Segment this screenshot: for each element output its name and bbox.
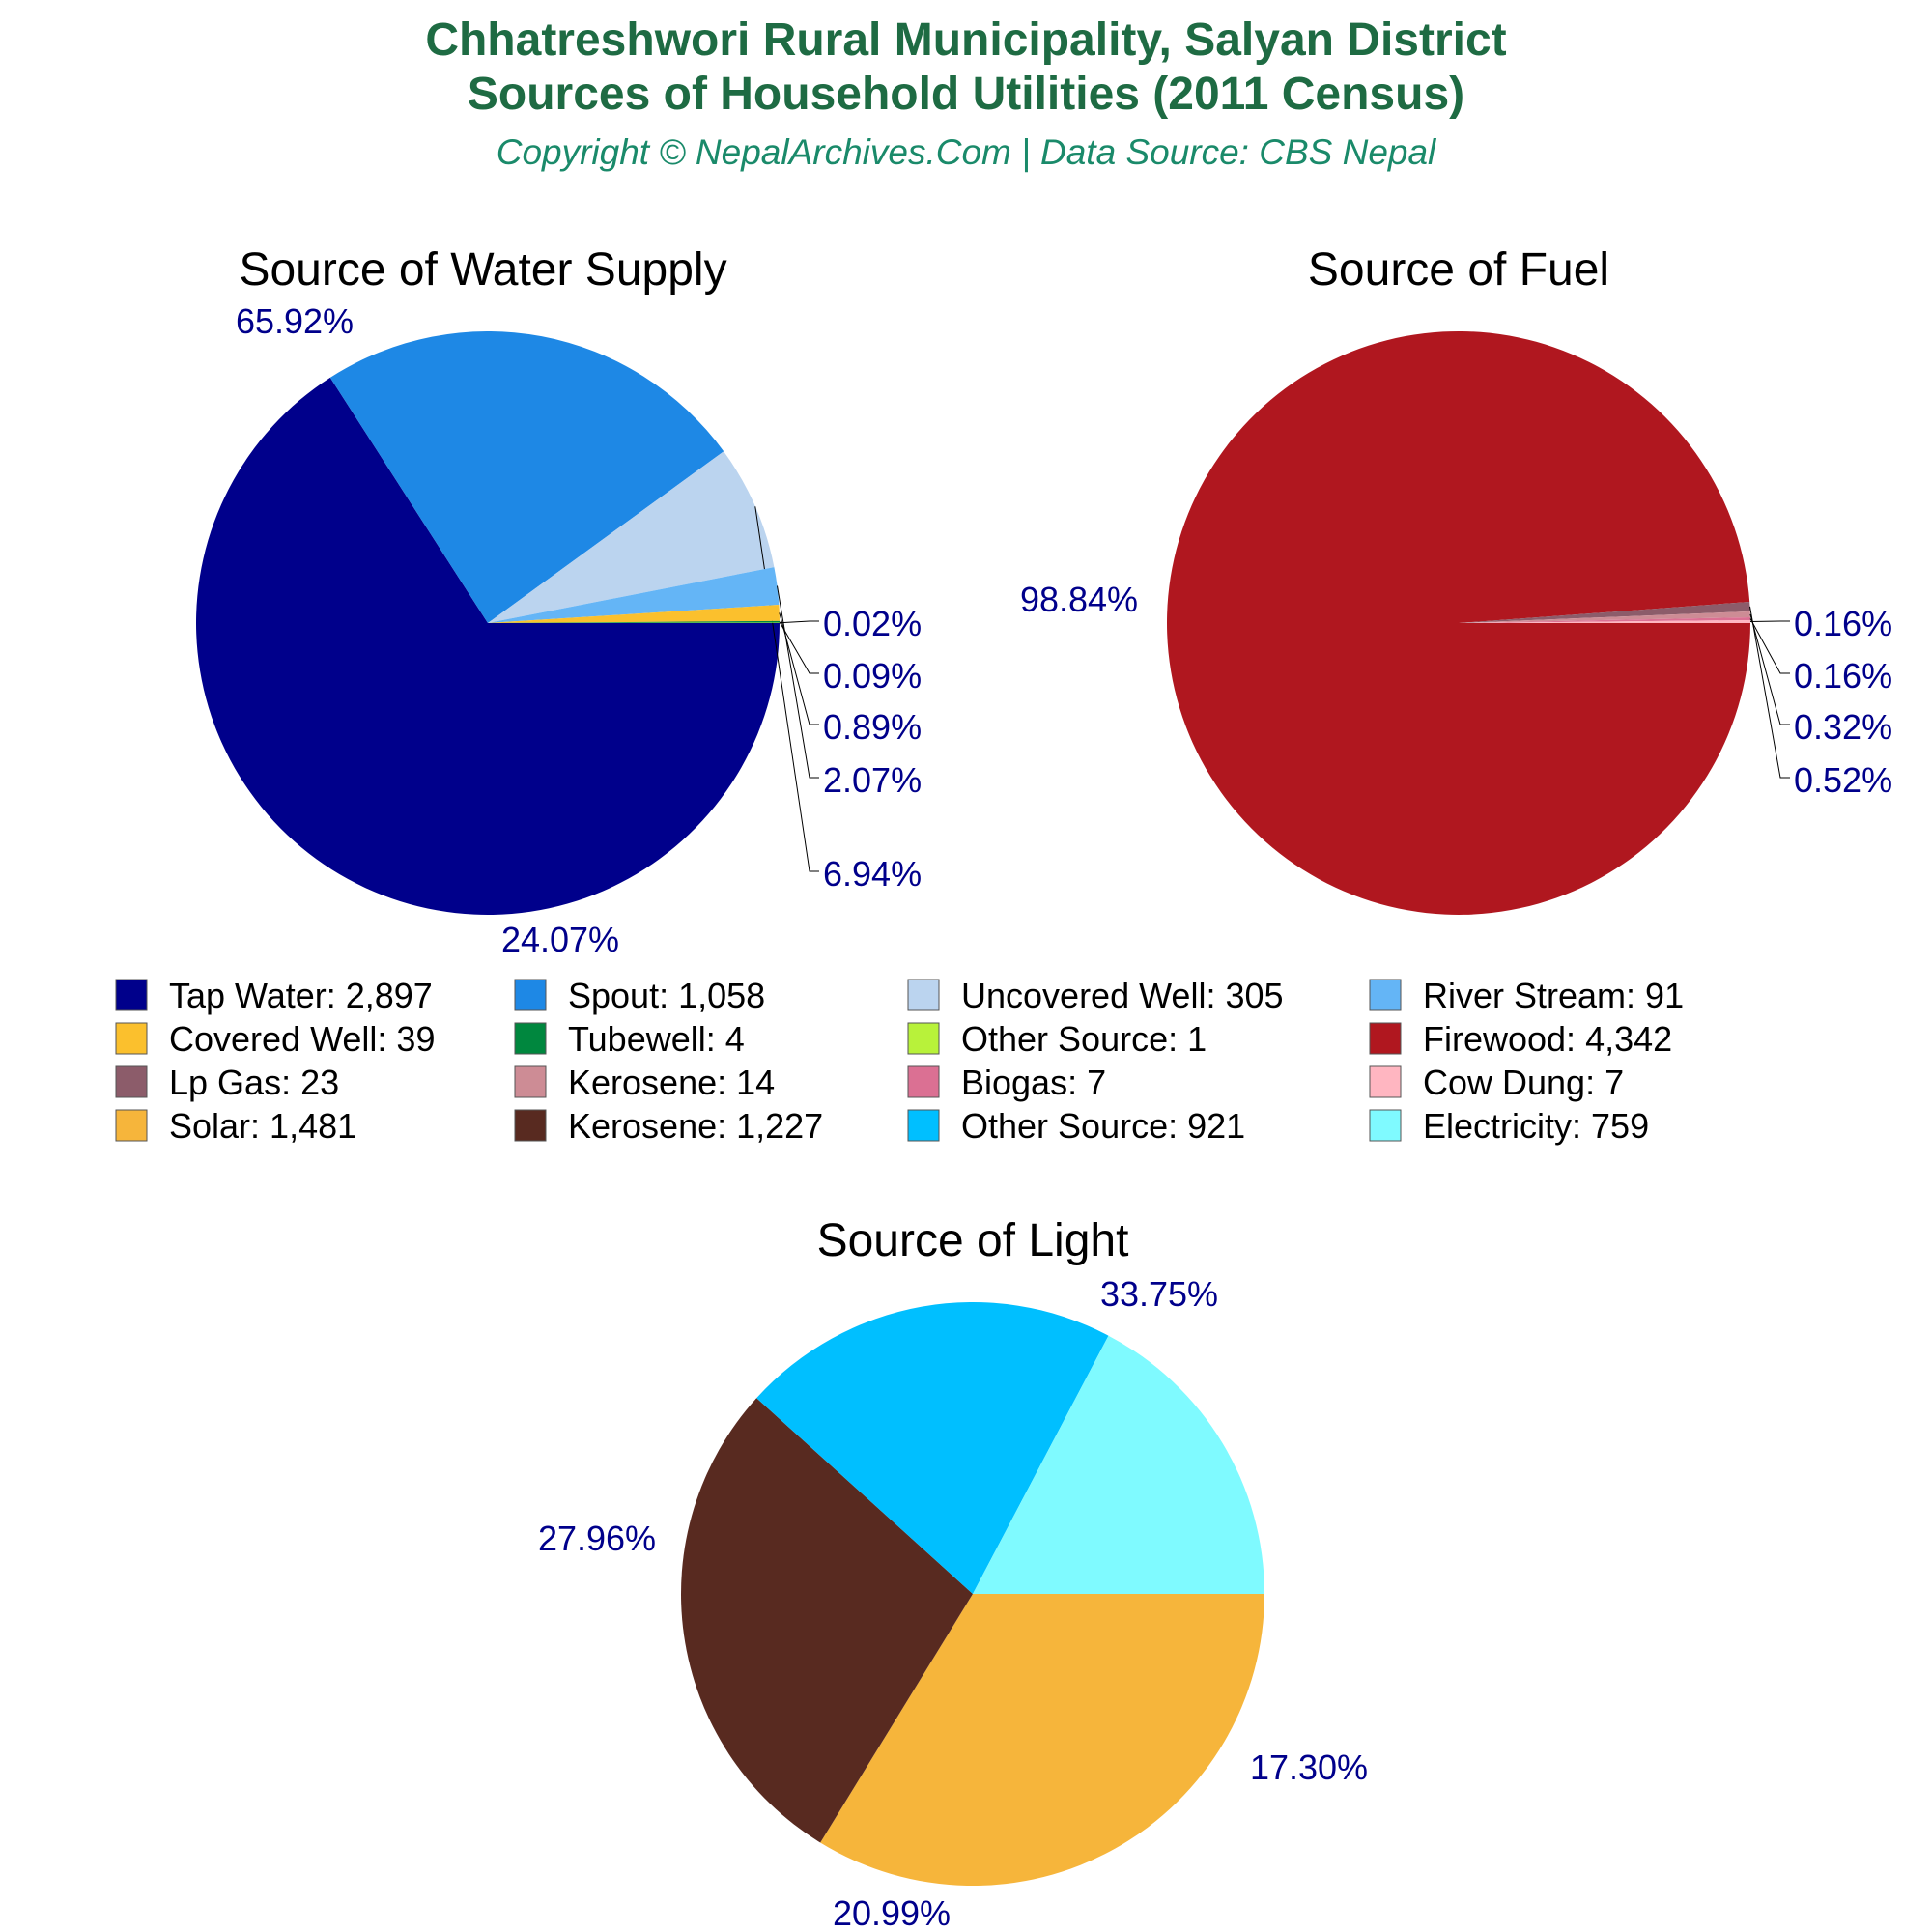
- legend-label-spout-1-058: Spout: 1,058: [568, 976, 765, 1015]
- percent-label-source-of-water-supply-river-stream: 2.07%: [823, 760, 922, 800]
- percent-label-source-of-water-supply-other-source: 0.02%: [823, 604, 922, 643]
- legend-swatch-kerosene-1-227: [514, 1109, 547, 1142]
- pie-slice-source-of-water-supply-tap-water: [195, 377, 780, 915]
- legend-swatch-electricity-759: [1369, 1109, 1402, 1142]
- percent-label-source-of-light-solar: 33.75%: [1100, 1274, 1218, 1314]
- pie-slice-source-of-fuel-firewood: [1167, 330, 1750, 915]
- leader-line-source-of-fuel-biogas: [1749, 618, 1790, 674]
- percent-label-source-of-fuel-kerosene: 0.32%: [1794, 707, 1892, 747]
- pie-slice-source-of-water-supply-uncovered-well: [488, 451, 775, 623]
- legend-label-other-source-1: Other Source: 1: [961, 1019, 1207, 1059]
- leader-line-source-of-water-supply-river-stream: [777, 585, 819, 779]
- leader-line-source-of-fuel-kerosene: [1749, 613, 1790, 725]
- legend-label-covered-well-39: Covered Well: 39: [169, 1019, 435, 1059]
- leader-line-source-of-water-supply-other-source: [779, 620, 819, 624]
- legend-swatch-covered-well-39: [115, 1022, 148, 1055]
- pie-slice-source-of-fuel-lp-gas: [1459, 601, 1750, 623]
- legend-swatch-biogas-7: [907, 1065, 940, 1098]
- legend-swatch-other-source-1: [907, 1022, 940, 1055]
- leader-line-source-of-water-supply-uncovered-well: [754, 506, 819, 872]
- percent-label-source-of-light-electricity: 17.30%: [1250, 1747, 1368, 1787]
- percent-label-source-of-fuel-lp-gas: 0.52%: [1794, 760, 1892, 800]
- pie-slice-source-of-water-supply-river-stream: [488, 567, 780, 623]
- percent-label-source-of-light-kerosene: 27.96%: [538, 1519, 656, 1558]
- percent-label-source-of-fuel-cow-dung: 0.16%: [1794, 604, 1892, 643]
- legend-label-cow-dung-7: Cow Dung: 7: [1423, 1063, 1624, 1102]
- legend-label-solar-1-481: Solar: 1,481: [169, 1106, 356, 1146]
- percent-label-source-of-water-supply-spout: 24.07%: [501, 920, 619, 959]
- leader-line-source-of-fuel-lp-gas: [1749, 606, 1790, 779]
- legend-swatch-other-source-921: [907, 1109, 940, 1142]
- pie-slice-source-of-light-other-source: [756, 1302, 1109, 1594]
- legend-swatch-river-stream-91: [1369, 979, 1402, 1011]
- percent-label-source-of-water-supply-tap-water: 65.92%: [236, 301, 354, 341]
- pie-slice-source-of-light-kerosene: [680, 1398, 973, 1843]
- pie-slice-source-of-fuel-kerosene: [1459, 611, 1750, 623]
- pie-slice-source-of-fuel-cow-dung: [1459, 619, 1750, 623]
- legend-swatch-cow-dung-7: [1369, 1065, 1402, 1098]
- pie-title-source-of-water-supply: Source of Water Supply: [239, 244, 726, 296]
- legend-label-other-source-921: Other Source: 921: [961, 1106, 1245, 1146]
- legend-label-kerosene-14: Kerosene: 14: [568, 1063, 775, 1102]
- legend-label-biogas-7: Biogas: 7: [961, 1063, 1106, 1102]
- legend-swatch-tap-water-2-897: [115, 979, 148, 1011]
- legend-swatch-kerosene-14: [514, 1065, 547, 1098]
- leader-line-source-of-water-supply-tubewell: [779, 621, 819, 674]
- percent-label-source-of-water-supply-covered-well: 0.89%: [823, 707, 922, 747]
- leader-line-source-of-fuel-cow-dung: [1749, 620, 1790, 622]
- legend-label-lp-gas-23: Lp Gas: 23: [169, 1063, 339, 1102]
- percent-label-source-of-light-other-source: 20.99%: [833, 1893, 951, 1932]
- legend-swatch-firewood-4-342: [1369, 1022, 1402, 1055]
- legend-swatch-lp-gas-23: [115, 1065, 148, 1098]
- pie-slice-source-of-fuel-biogas: [1459, 616, 1750, 623]
- percent-label-source-of-fuel-biogas: 0.16%: [1794, 656, 1892, 696]
- pie-slice-source-of-light-solar: [820, 1594, 1264, 1887]
- legend-label-river-stream-91: River Stream: 91: [1423, 976, 1684, 1015]
- pie-slice-source-of-water-supply-tubewell: [488, 620, 780, 623]
- chart-title-line2: Sources of Household Utilities (2011 Cen…: [467, 69, 1465, 120]
- legend-label-firewood-4-342: Firewood: 4,342: [1423, 1019, 1672, 1059]
- legend-swatch-uncovered-well-305: [907, 979, 940, 1011]
- legend-swatch-solar-1-481: [115, 1109, 148, 1142]
- chart-title-line1: Chhatreshwori Rural Municipality, Salyan…: [425, 14, 1507, 66]
- legend-label-kerosene-1-227: Kerosene: 1,227: [568, 1106, 823, 1146]
- legend-label-electricity-759: Electricity: 759: [1423, 1106, 1649, 1146]
- chart-subtitle: Copyright © NepalArchives.Com | Data Sou…: [496, 132, 1436, 172]
- pie-slice-source-of-water-supply-covered-well: [488, 605, 780, 623]
- legend-label-tap-water-2-897: Tap Water: 2,897: [169, 976, 433, 1015]
- legend-swatch-spout-1-058: [514, 979, 547, 1011]
- pie-title-source-of-fuel: Source of Fuel: [1308, 244, 1609, 296]
- leader-line-source-of-water-supply-covered-well: [779, 612, 819, 725]
- pie-slice-source-of-water-supply-spout: [329, 330, 724, 623]
- pie-slice-source-of-light-electricity: [973, 1335, 1264, 1594]
- percent-label-source-of-water-supply-uncovered-well: 6.94%: [823, 854, 922, 894]
- percent-label-source-of-fuel-firewood: 98.84%: [1020, 580, 1138, 619]
- legend-swatch-tubewell-4: [514, 1022, 547, 1055]
- legend-label-tubewell-4: Tubewell: 4: [568, 1019, 745, 1059]
- percent-label-source-of-water-supply-tubewell: 0.09%: [823, 656, 922, 696]
- pie-title-source-of-light: Source of Light: [817, 1215, 1129, 1266]
- legend-label-uncovered-well-305: Uncovered Well: 305: [961, 976, 1284, 1015]
